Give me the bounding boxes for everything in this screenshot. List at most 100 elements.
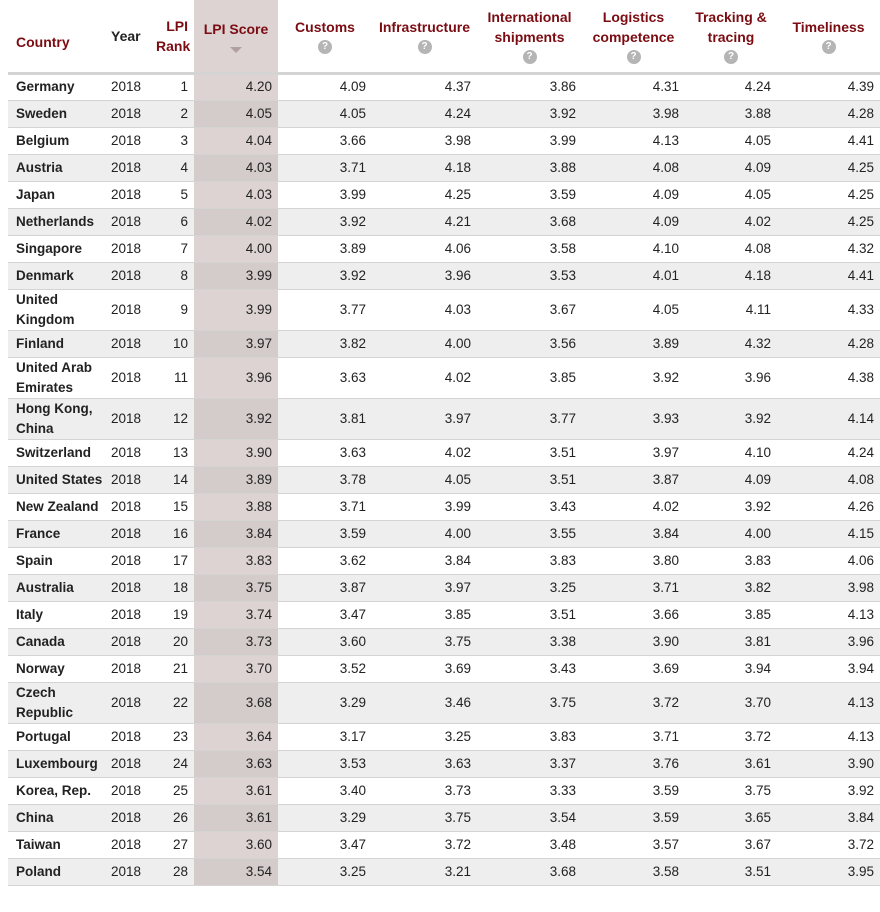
cell-country[interactable]: Sweden [8, 100, 107, 127]
cell-country[interactable]: Canada [8, 628, 107, 655]
cell-year: 2018 [111, 552, 142, 568]
cell-year: 2018 [107, 398, 152, 439]
col-header-logistics-competence[interactable]: Logistics competence ? [592, 9, 675, 65]
cell-rank: 15 [172, 498, 188, 514]
cell-international-shipments: 3.92 [549, 105, 576, 121]
cell-lpi-score: 4.02 [194, 208, 278, 235]
cell-rank: 1 [180, 79, 188, 94]
table-row: Norway 2018 21 3.70 3.52 3.69 3.43 3.69 3.94 3.94 [8, 655, 880, 682]
cell-customs: 3.92 [339, 213, 366, 229]
cell-country[interactable]: Czech Republic [8, 682, 107, 723]
col-header-score[interactable]: LPI Score [194, 0, 278, 73]
cell-country[interactable]: Australia [8, 574, 107, 601]
table-row: Australia 2018 18 3.75 3.87 3.97 3.25 3.71 3.82 3… [8, 574, 880, 601]
cell-timeliness: 4.41 [847, 267, 874, 283]
cell-country[interactable]: Luxembourg [8, 750, 107, 777]
cell-timeliness: 4.25 [847, 186, 874, 202]
col-header-rank[interactable]: LPI Rank [156, 17, 191, 54]
help-icon[interactable]: ? [417, 40, 432, 55]
cell-international-shipments: 3.99 [549, 132, 576, 148]
cell-year: 2018 [111, 660, 142, 676]
col-header-timeliness[interactable]: Timeliness ? [792, 19, 865, 55]
cell-international-shipments: 3.25 [549, 579, 576, 595]
cell-country[interactable]: China [8, 804, 107, 831]
help-icon[interactable]: ? [626, 50, 641, 65]
table-row: Portugal 2018 23 3.64 3.17 3.25 3.83 3.71 3.72 4.… [8, 723, 880, 750]
cell-logistics-competence: 3.93 [652, 410, 679, 426]
cell-country[interactable]: United Arab Emirates [16, 359, 93, 395]
cell-year: 2018 [107, 100, 152, 127]
table-row: Hong Kong, China 2018 12 3.92 3.81 3.97 3.77 3.… [8, 398, 880, 439]
cell-logistics-competence: 4.09 [652, 213, 679, 229]
table-row: New Zealand 2018 15 3.88 3.71 3.99 3.43 4.02 3.9… [8, 493, 880, 520]
cell-country[interactable]: Hong Kong, China [8, 398, 107, 439]
cell-international-shipments: 3.85 [549, 369, 576, 385]
table-row: United Arab Emirates 2018 11 3.96 3.63 4.02 3.… [8, 357, 880, 398]
cell-logistics-competence: 3.97 [652, 444, 679, 460]
cell-country[interactable]: Austria [8, 154, 107, 181]
help-icon[interactable]: ? [522, 50, 537, 65]
cell-rank: 12 [172, 410, 188, 426]
cell-country[interactable]: Denmark [8, 262, 107, 289]
col-header-tracking-tracing[interactable]: Tracking & tracing ? [695, 9, 767, 65]
cell-country[interactable]: United States [8, 466, 107, 493]
cell-logistics-competence: 3.84 [652, 525, 679, 541]
col-header-year[interactable]: Year [111, 27, 141, 44]
table-row: Germany 2018 1 4.20 4.09 4.37 3.86 4.31 4.24 4.39 [8, 73, 880, 100]
cell-year: 2018 [111, 79, 142, 94]
cell-country[interactable]: New Zealand [16, 498, 99, 514]
col-header-country[interactable]: Country [16, 33, 70, 50]
cell-customs: 3.17 [339, 728, 366, 744]
col-header-customs[interactable]: Customs ? [295, 19, 355, 55]
table-row: Austria 2018 4 4.03 3.71 4.18 3.88 4.08 4.09 4.25 [8, 154, 880, 181]
cell-year: 2018 [107, 628, 152, 655]
cell-tracking-tracing: 3.70 [744, 694, 771, 710]
cell-customs: 3.82 [339, 335, 366, 351]
col-header-international-shipments[interactable]: International shipments ? [487, 9, 572, 65]
cell-country[interactable]: Japan [16, 186, 56, 202]
cell-infrastructure: 4.21 [444, 213, 471, 229]
cell-infrastructure: 3.69 [444, 660, 471, 676]
cell-country[interactable]: Singapore [16, 240, 83, 256]
cell-tracking-tracing: 3.96 [744, 369, 771, 385]
cell-rank: 3 [180, 132, 188, 148]
cell-infrastructure: 3.97 [444, 579, 471, 595]
cell-country[interactable]: Spain [16, 552, 53, 568]
cell-country[interactable]: Portugal [16, 728, 71, 744]
cell-international-shipments: 3.56 [549, 335, 576, 351]
cell-logistics-competence: 3.72 [652, 694, 679, 710]
cell-rank: 20 [172, 633, 188, 649]
cell-country[interactable]: Belgium [16, 132, 70, 148]
cell-country[interactable]: Switzerland [16, 444, 92, 460]
cell-country[interactable]: Finland [8, 330, 107, 357]
cell-tracking-tracing: 3.82 [744, 579, 771, 595]
cell-tracking-tracing: 3.75 [744, 782, 771, 798]
cell-year: 2018 [111, 836, 142, 852]
cell-country[interactable]: France [8, 520, 107, 547]
cell-infrastructure: 4.00 [444, 335, 471, 351]
cell-rank: 11 [173, 369, 188, 385]
help-icon[interactable]: ? [724, 50, 738, 65]
cell-country[interactable]: Korea, Rep. [16, 782, 92, 798]
cell-year: 2018 [107, 154, 152, 181]
cell-country[interactable]: Netherlands [8, 208, 107, 235]
cell-tracking-tracing: 4.02 [744, 213, 771, 229]
help-icon[interactable]: ? [821, 40, 836, 55]
cell-international-shipments: 3.55 [549, 525, 576, 541]
col-header-infrastructure[interactable]: Infrastructure ? [378, 19, 471, 55]
cell-country[interactable]: Poland [8, 858, 107, 885]
help-icon[interactable]: ? [318, 40, 332, 55]
cell-lpi-score: 3.90 [194, 439, 278, 466]
cell-country[interactable]: Taiwan [16, 836, 61, 852]
cell-country[interactable]: Germany [16, 79, 75, 94]
table-row: Sweden 2018 2 4.05 4.05 4.24 3.92 3.98 3.88 4.28 [8, 100, 880, 127]
cell-country[interactable]: Italy [16, 606, 44, 622]
cell-country[interactable]: United Kingdom [16, 291, 75, 327]
cell-international-shipments: 3.38 [549, 633, 576, 649]
cell-country[interactable]: Norway [16, 660, 65, 676]
cell-rank: 22 [172, 694, 188, 710]
cell-international-shipments: 3.53 [549, 267, 576, 283]
cell-logistics-competence: 3.66 [652, 606, 679, 622]
cell-customs: 3.87 [339, 579, 366, 595]
table-row: Canada 2018 20 3.73 3.60 3.75 3.38 3.90 3.81 3.96 [8, 628, 880, 655]
